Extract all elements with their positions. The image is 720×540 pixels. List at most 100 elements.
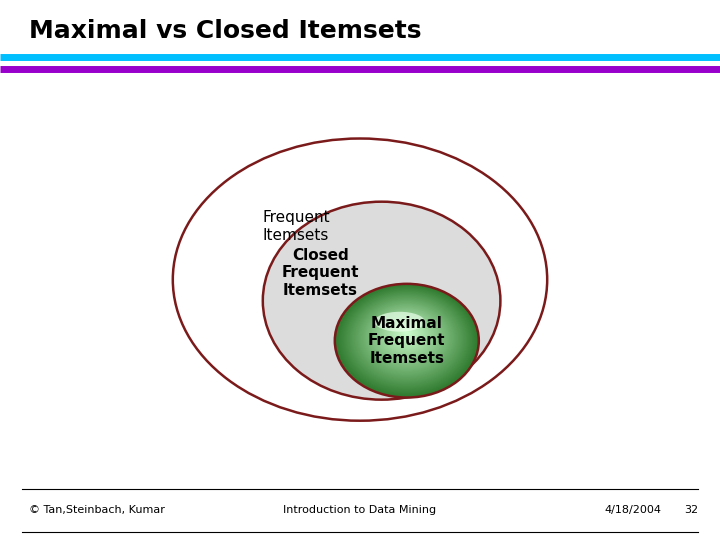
Ellipse shape (341, 289, 472, 393)
Ellipse shape (386, 319, 428, 351)
Ellipse shape (345, 292, 469, 389)
Ellipse shape (368, 306, 446, 367)
Ellipse shape (348, 295, 465, 387)
Ellipse shape (348, 294, 466, 387)
Ellipse shape (399, 327, 415, 340)
Ellipse shape (353, 296, 461, 381)
Ellipse shape (336, 285, 478, 397)
Ellipse shape (361, 304, 453, 377)
Ellipse shape (405, 331, 409, 334)
Ellipse shape (358, 302, 456, 379)
Ellipse shape (343, 289, 471, 390)
Ellipse shape (365, 307, 449, 374)
Ellipse shape (337, 286, 477, 396)
Text: Frequent
Itemsets: Frequent Itemsets (263, 210, 330, 242)
Ellipse shape (387, 319, 426, 350)
Ellipse shape (335, 284, 479, 397)
Ellipse shape (354, 300, 459, 382)
Ellipse shape (361, 301, 453, 374)
Ellipse shape (361, 305, 452, 376)
Ellipse shape (351, 297, 462, 384)
Ellipse shape (366, 308, 448, 373)
Ellipse shape (346, 292, 467, 387)
Ellipse shape (389, 320, 425, 349)
Ellipse shape (375, 311, 438, 361)
Ellipse shape (354, 297, 459, 380)
Text: 32: 32 (684, 505, 698, 515)
Ellipse shape (347, 293, 467, 388)
Ellipse shape (351, 296, 463, 385)
Ellipse shape (359, 303, 454, 378)
Ellipse shape (392, 322, 422, 346)
Ellipse shape (384, 317, 429, 353)
Ellipse shape (344, 292, 469, 390)
Ellipse shape (400, 328, 413, 338)
Ellipse shape (339, 287, 474, 394)
Ellipse shape (382, 315, 432, 355)
Ellipse shape (377, 312, 436, 359)
Ellipse shape (345, 291, 469, 389)
Ellipse shape (336, 285, 477, 396)
Ellipse shape (402, 329, 411, 336)
Ellipse shape (378, 313, 436, 359)
Ellipse shape (363, 302, 451, 372)
Ellipse shape (358, 302, 456, 380)
Ellipse shape (367, 309, 446, 372)
Ellipse shape (368, 310, 446, 372)
Ellipse shape (382, 316, 431, 354)
Ellipse shape (342, 289, 472, 391)
Ellipse shape (366, 305, 447, 369)
Text: Maximal vs Closed Itemsets: Maximal vs Closed Itemsets (29, 19, 421, 43)
Ellipse shape (346, 291, 468, 388)
Ellipse shape (365, 305, 448, 370)
Ellipse shape (369, 311, 444, 370)
Ellipse shape (376, 312, 438, 360)
Ellipse shape (347, 292, 467, 386)
Ellipse shape (338, 286, 475, 394)
Ellipse shape (355, 300, 459, 381)
Ellipse shape (392, 322, 421, 345)
Ellipse shape (336, 285, 477, 396)
Ellipse shape (390, 321, 424, 348)
Ellipse shape (349, 294, 464, 384)
Ellipse shape (346, 292, 468, 389)
Ellipse shape (335, 284, 479, 397)
Ellipse shape (364, 307, 450, 375)
Ellipse shape (370, 312, 444, 369)
Ellipse shape (342, 289, 472, 392)
Ellipse shape (336, 285, 477, 396)
Ellipse shape (362, 306, 451, 376)
Ellipse shape (341, 288, 473, 393)
Ellipse shape (340, 288, 474, 394)
Ellipse shape (374, 312, 425, 332)
Ellipse shape (354, 299, 460, 383)
Ellipse shape (347, 294, 467, 388)
Ellipse shape (364, 304, 449, 370)
Ellipse shape (397, 326, 416, 340)
Ellipse shape (360, 301, 454, 375)
Ellipse shape (374, 310, 439, 362)
Ellipse shape (388, 320, 426, 349)
Ellipse shape (350, 296, 464, 386)
Ellipse shape (359, 300, 454, 375)
Ellipse shape (402, 329, 412, 337)
Ellipse shape (390, 321, 423, 347)
Ellipse shape (336, 284, 478, 397)
Ellipse shape (406, 332, 408, 333)
Ellipse shape (356, 299, 457, 378)
Text: © Tan,Steinbach, Kumar: © Tan,Steinbach, Kumar (29, 505, 165, 515)
Ellipse shape (352, 295, 462, 382)
Ellipse shape (396, 325, 418, 342)
Ellipse shape (369, 307, 444, 367)
Ellipse shape (359, 303, 455, 379)
Ellipse shape (364, 307, 449, 374)
Ellipse shape (352, 298, 462, 384)
Ellipse shape (357, 301, 456, 380)
Ellipse shape (356, 300, 458, 381)
Ellipse shape (371, 312, 443, 369)
Ellipse shape (381, 315, 433, 356)
Ellipse shape (365, 308, 448, 373)
Ellipse shape (358, 300, 456, 376)
Ellipse shape (263, 201, 500, 400)
Text: Maximal
Frequent
Itemsets: Maximal Frequent Itemsets (368, 316, 446, 366)
